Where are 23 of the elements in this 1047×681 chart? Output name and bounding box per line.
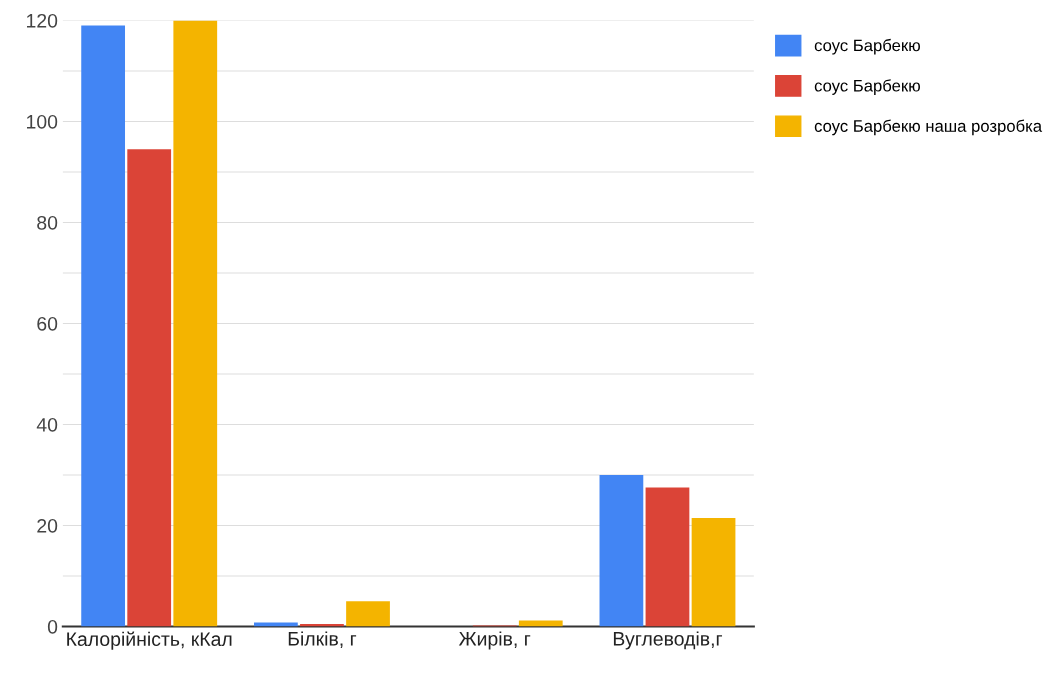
bar	[518, 620, 563, 627]
y-tick-label: 120	[27, 13, 58, 28]
bar	[81, 25, 126, 627]
bar	[599, 475, 644, 627]
bar	[173, 20, 218, 627]
x-tick-label: Вуглеводів,г	[613, 631, 723, 650]
y-tick-label: 100	[27, 114, 58, 129]
bar	[127, 149, 172, 627]
y-tick-label: 0	[47, 619, 58, 634]
legend-label: соус Барбекю наша розробка	[814, 119, 1043, 136]
legend-label: соус Барбекю	[814, 38, 920, 55]
x-tick-label: Білків, г	[288, 631, 357, 648]
y-tick-label: 40	[36, 417, 58, 432]
y-tick-label: 60	[37, 316, 58, 331]
y-tick-label: 20	[37, 518, 58, 533]
bar	[254, 622, 298, 627]
x-tick-label: Жирів, г	[458, 631, 531, 650]
y-tick-label: 80	[37, 215, 58, 230]
x-tick-label: Калорійність, кКал	[67, 631, 232, 650]
bar	[346, 601, 390, 627]
bar	[645, 487, 690, 627]
legend-label: соус Барбекю	[814, 79, 920, 95]
bar	[691, 517, 736, 627]
